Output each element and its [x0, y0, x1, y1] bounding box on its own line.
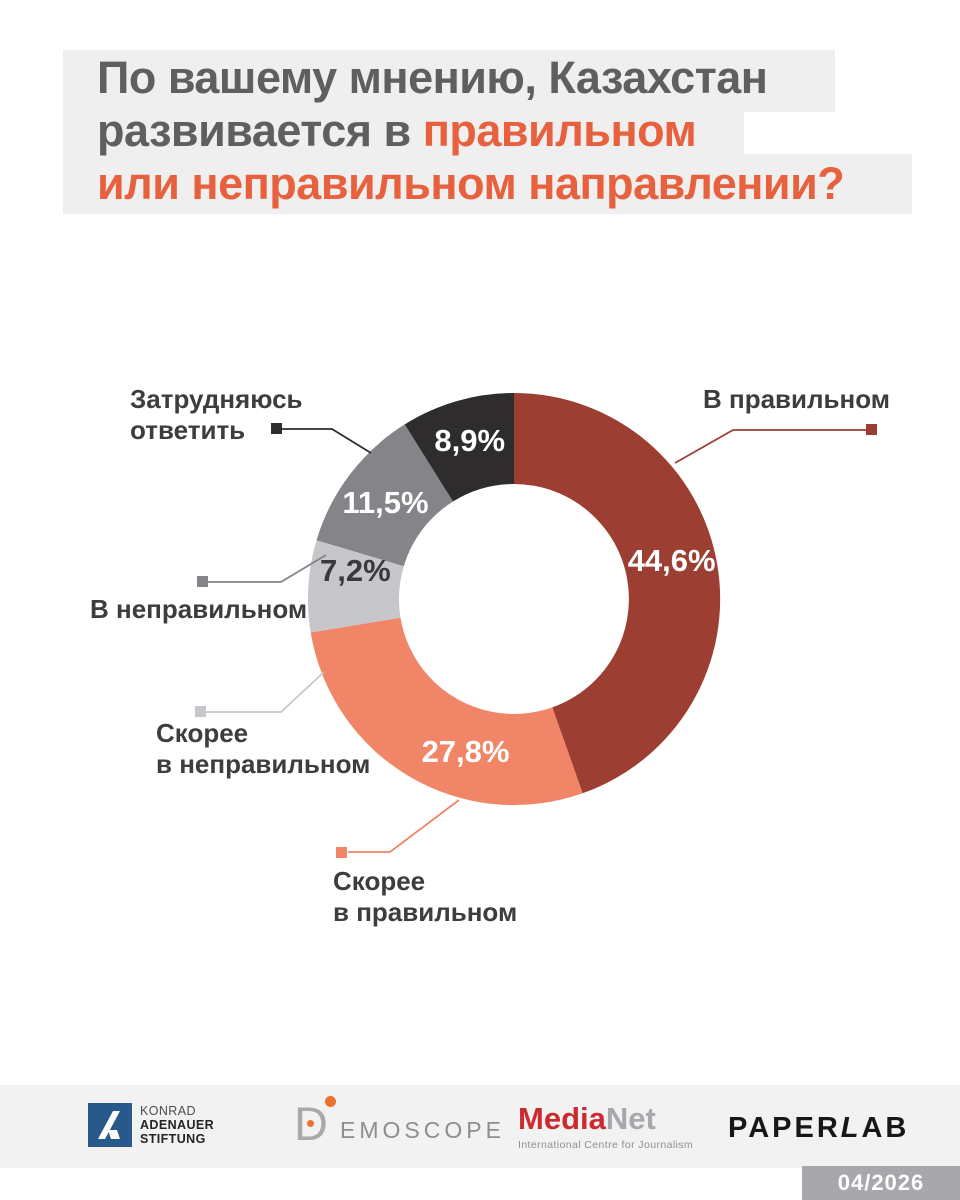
slice-value-label: 27,8%: [421, 734, 510, 770]
title-highlight-rect: [63, 50, 835, 112]
logo-paperlab: PAPER L AB: [728, 1112, 910, 1144]
logo-demoscope: D EMOSCOPE: [294, 1096, 505, 1150]
connector-v-nepravilnom: [208, 554, 327, 583]
medianet-net: Net: [605, 1101, 656, 1136]
footer-band: [0, 1085, 960, 1168]
demoscope-wordmark: EMOSCOPE: [340, 1116, 505, 1143]
legend-label-skoree-v-pravilnom: Скорее в правильном: [333, 866, 518, 927]
kas-logo-icon: [88, 1103, 132, 1147]
date-badge: 04/2026: [802, 1166, 960, 1200]
legend-label-v-nepravilnom: В неправильном: [90, 594, 308, 624]
logo-konrad-adenauer-stiftung: KONRAD ADENAUER STIFTUNG: [88, 1103, 214, 1147]
legend-marker-skoree-v-pravilnom: [336, 847, 347, 858]
kas-line2: ADENAUER: [140, 1118, 215, 1132]
page-title-line3: или неправильном направлении?: [97, 158, 845, 209]
slice-value-label: 11,5%: [342, 484, 429, 520]
slice-value-label: 7,2%: [319, 552, 391, 588]
slice-value-label: 8,9%: [434, 423, 506, 459]
demoscope-d-icon: D: [294, 1096, 338, 1150]
donut-slice-0: [514, 392, 721, 794]
title-highlight-rect: [63, 112, 744, 154]
legend-label-skoree-v-nepravilnom: Скорее в неправильном: [156, 718, 371, 779]
title-line2-orange: правильном: [422, 105, 697, 156]
demoscope-dot-icon: [325, 1096, 336, 1107]
connector-v-pravilnom: [674, 429, 866, 464]
medianet-tagline: International Centre for Journalism: [518, 1139, 694, 1151]
legend-label-v-pravilnom: В правильном: [703, 384, 890, 414]
legend-marker-v-nepravilnom: [197, 576, 208, 587]
kas-line1: KONRAD: [140, 1104, 196, 1118]
legend-marker-skoree-v-nepravilnom: [195, 706, 206, 717]
legend-marker-v-pravilnom: [866, 424, 877, 435]
title-line2-gray: развивается в: [97, 105, 411, 156]
legend-label-zatrudnyayus: Затрудняюсь ответить: [130, 384, 303, 445]
kas-line3: STIFTUNG: [140, 1132, 206, 1146]
page-title-line1: По вашему мнению, Казахстан: [97, 52, 768, 103]
medianet-media: Media: [518, 1101, 606, 1136]
page-title-line2: развивается в правильном: [97, 104, 697, 157]
slice-value-label: 44,6%: [627, 543, 716, 579]
title-highlight-rect: [63, 154, 912, 214]
connector-skoree-v-nepravilnom: [206, 671, 325, 713]
demoscope-dot-icon: [307, 1120, 314, 1127]
logo-medianet: MediaNet International Centre for Journa…: [518, 1101, 694, 1152]
connector-skoree-v-pravilnom: [348, 799, 460, 853]
